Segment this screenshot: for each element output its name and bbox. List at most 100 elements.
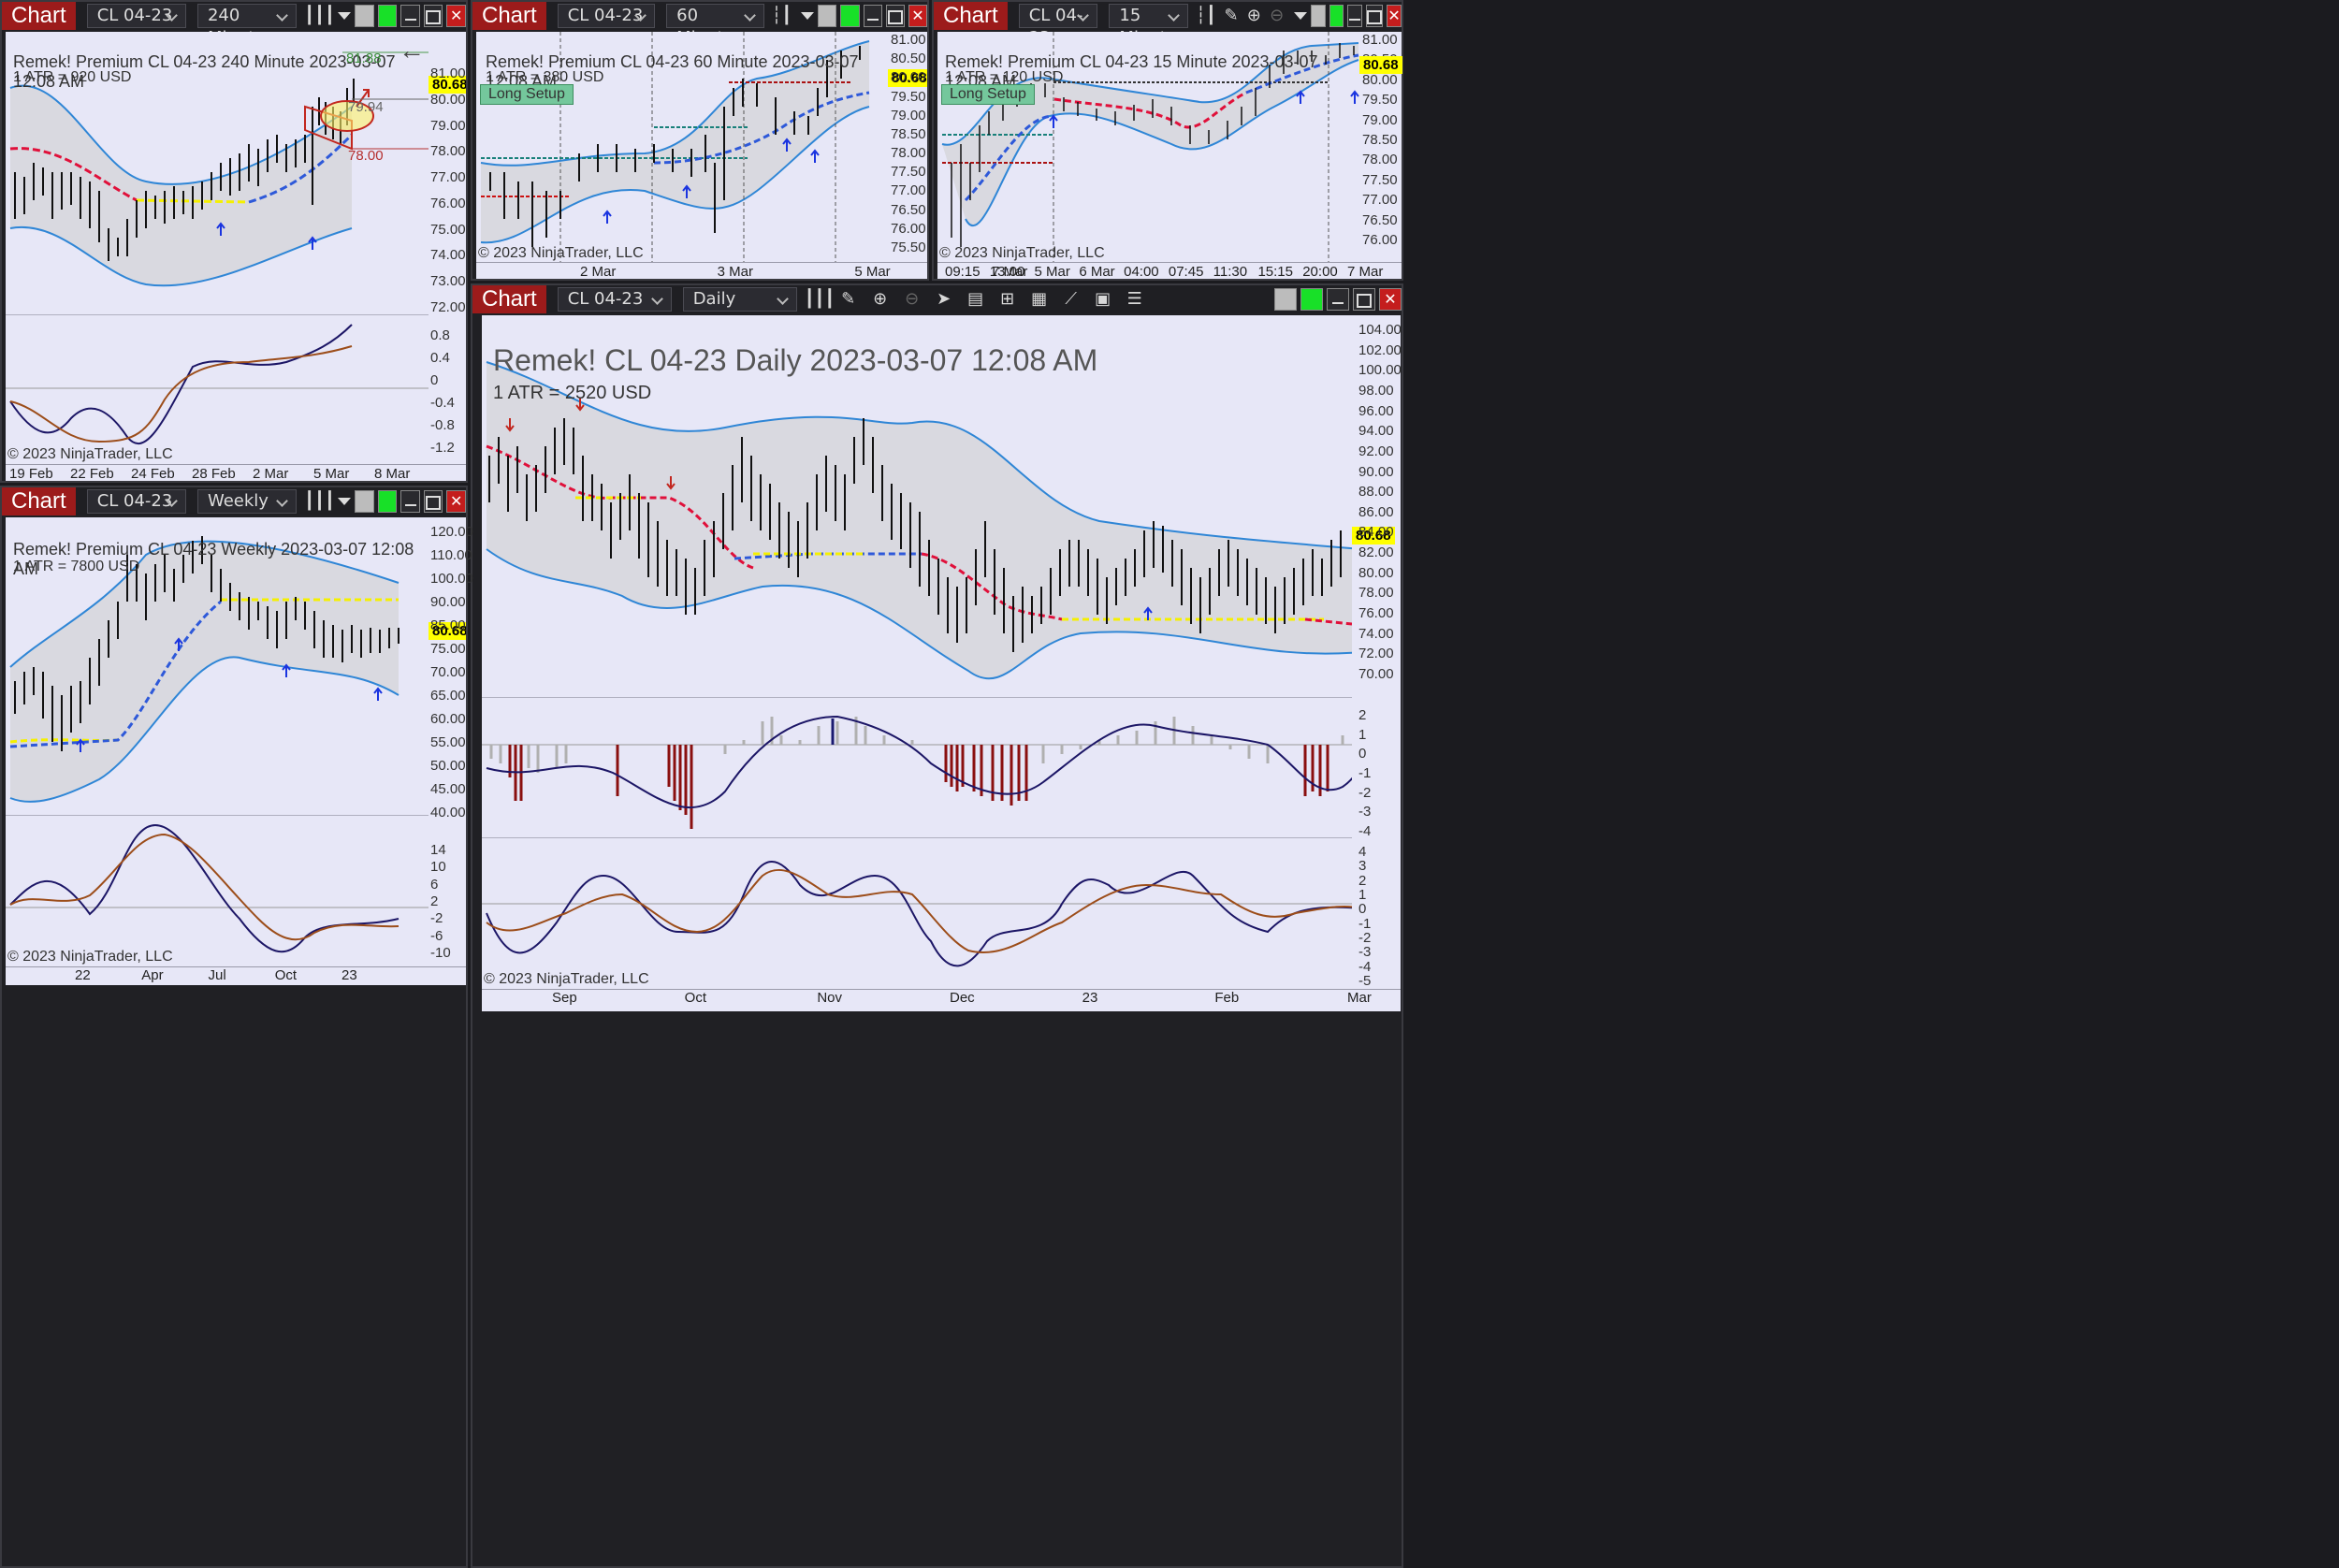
price-axis [1352,315,1401,697]
y-tick-label: 80.00 [430,91,466,108]
maximize-button[interactable] [423,490,443,513]
chart-menu-button[interactable]: Chart [2,2,76,30]
y-tick-label: 92.00 [1358,443,1394,459]
link-button[interactable] [1310,5,1326,27]
price-panel[interactable]: Remek! Premium CL 04-23 60 Minute 2023-0… [476,32,888,262]
histogram-panel[interactable] [482,697,1371,837]
oscillator-panel[interactable]: © 2023 NinjaTrader, LLC [482,837,1362,989]
instrument-selector[interactable]: CL 04-23 [557,4,656,28]
minimize-button[interactable] [1327,288,1349,311]
maximize-button[interactable] [885,5,905,27]
dropdown-arrow-icon[interactable] [1293,12,1307,20]
instrument-selector[interactable]: CL 04-23 [86,489,186,514]
price-panel[interactable]: Remek! Premium CL 04-23 240 Minute 2023-… [6,32,429,314]
y-tick-label: -2 [1358,930,1372,946]
status-button[interactable] [377,5,398,27]
y-tick-label: 82.00 [1358,544,1394,561]
zoom-in-icon[interactable]: ⊕ [873,289,888,309]
x-tick-label: 5 Mar [1034,264,1070,280]
interval-selector[interactable]: Daily [682,287,797,312]
price-panel[interactable]: Remek! Premium CL 04-23 Weekly 2023-03-0… [6,517,429,815]
oscillator-axis [429,314,466,464]
minimize-button[interactable] [400,5,420,27]
data-box-icon[interactable]: ▤ [967,289,984,309]
pointer-icon[interactable]: ➤ [937,289,952,309]
maximize-button[interactable] [423,5,443,27]
interval-selector[interactable]: 15 Minute [1109,4,1189,48]
y-tick-label: -2 [1358,784,1372,801]
oscillator-panel[interactable]: © 2023 NinjaTrader, LLC [6,815,429,966]
pencil-icon[interactable]: ✎ [841,289,856,309]
chart-title: Remek! Premium CL 04-23 Weekly 2023-03-0… [13,540,414,578]
atr-label: 1 ATR = 120 USD [945,69,1064,85]
minimize-button[interactable] [863,5,882,27]
x-tick-label: Apr [141,967,164,983]
status-button[interactable] [377,490,398,513]
y-tick-label: 0.4 [430,350,450,366]
minimize-button[interactable] [400,490,420,513]
close-button[interactable]: ✕ [908,5,927,27]
link-button[interactable] [355,5,374,27]
y-tick-label: 72.00 [430,299,466,315]
y-tick-label: -1 [1358,915,1372,932]
oscillator-axis [1352,837,1401,989]
y-tick-label: 81.00 [1362,32,1398,48]
bars-icon[interactable]: ┆┃ [1196,6,1216,25]
status-button[interactable] [840,5,860,27]
x-tick-label: 09:15 [945,264,981,280]
chart-trader-icon[interactable]: ⊞ [1000,289,1015,309]
x-tick-label: 2 Mar [580,264,617,280]
bars-icon[interactable]: ┆┃ [771,6,792,25]
y-tick-label: 72.00 [1358,646,1394,662]
pencil-icon[interactable]: ✎ [1224,6,1239,25]
y-tick-label: 79.00 [891,107,926,123]
instrument-selector[interactable]: CL 04-23 [1018,4,1098,48]
x-tick-label: Mar [1347,990,1372,1006]
bars-icon[interactable]: ┃┃┃ [304,6,335,25]
bars-icon[interactable]: ┃┃┃ [804,289,835,309]
maximize-button[interactable] [1366,5,1384,27]
link-button[interactable] [818,5,837,27]
chart-menu-button[interactable]: Chart [934,2,1008,30]
dropdown-arrow-icon[interactable] [801,12,815,20]
indicators-icon[interactable]: ▦ [1031,289,1048,309]
dropdown-arrow-icon[interactable] [338,498,352,505]
status-button[interactable] [1329,5,1344,27]
instrument-selector[interactable]: CL 04-23 [86,4,186,28]
bars-icon[interactable]: ┃┃┃ [304,491,335,511]
close-button[interactable]: ✕ [1379,288,1402,311]
minimize-button[interactable] [1347,5,1363,27]
instrument-selector[interactable]: CL 04-23 [557,287,672,312]
y-tick-label: 80.00 [891,69,926,86]
chart-menu-button[interactable]: Chart [472,2,546,30]
link-button[interactable] [355,490,374,513]
price-panel[interactable]: Remek! Premium CL 04-23 15 Minute 2023-0… [937,32,1360,262]
back-arrow-icon[interactable]: ← [399,36,425,65]
zoom-out-icon[interactable]: ⊖ [905,289,920,309]
interval-selector[interactable]: 240 Minute [196,4,298,48]
close-button[interactable]: ✕ [446,5,466,27]
chart-menu-button[interactable]: Chart [2,487,76,515]
templates-icon[interactable]: ▣ [1095,289,1111,309]
close-button[interactable]: ✕ [446,490,466,513]
price-panel[interactable]: Remek! CL 04-23 Daily 2023-03-07 12:08 A… [482,315,1352,697]
y-tick-label: 79.50 [891,88,926,105]
link-button[interactable] [1274,288,1297,311]
y-tick-label: -1 [1358,765,1372,781]
y-tick-label: 102.00 [1358,341,1402,358]
histogram-plot [482,705,1371,829]
interval-selector[interactable]: Weekly [196,489,298,514]
chart-menu-button[interactable]: Chart [472,285,546,313]
y-tick-label: 79.00 [430,117,466,134]
strategies-icon[interactable]: ⟋ [1065,289,1077,309]
close-button[interactable]: ✕ [1387,5,1402,27]
properties-icon[interactable]: ☰ [1126,289,1142,309]
zoom-in-icon[interactable]: ⊕ [1246,6,1261,25]
zoom-out-icon[interactable]: ⊖ [1270,6,1285,25]
x-tick-label: 04:00 [1124,264,1159,280]
maximize-button[interactable] [1353,288,1375,311]
status-button[interactable] [1300,288,1323,311]
oscillator-panel[interactable]: © 2023 NinjaTrader, LLC [6,314,429,464]
interval-selector[interactable]: 60 Minute [666,4,764,48]
dropdown-arrow-icon[interactable] [338,12,352,20]
